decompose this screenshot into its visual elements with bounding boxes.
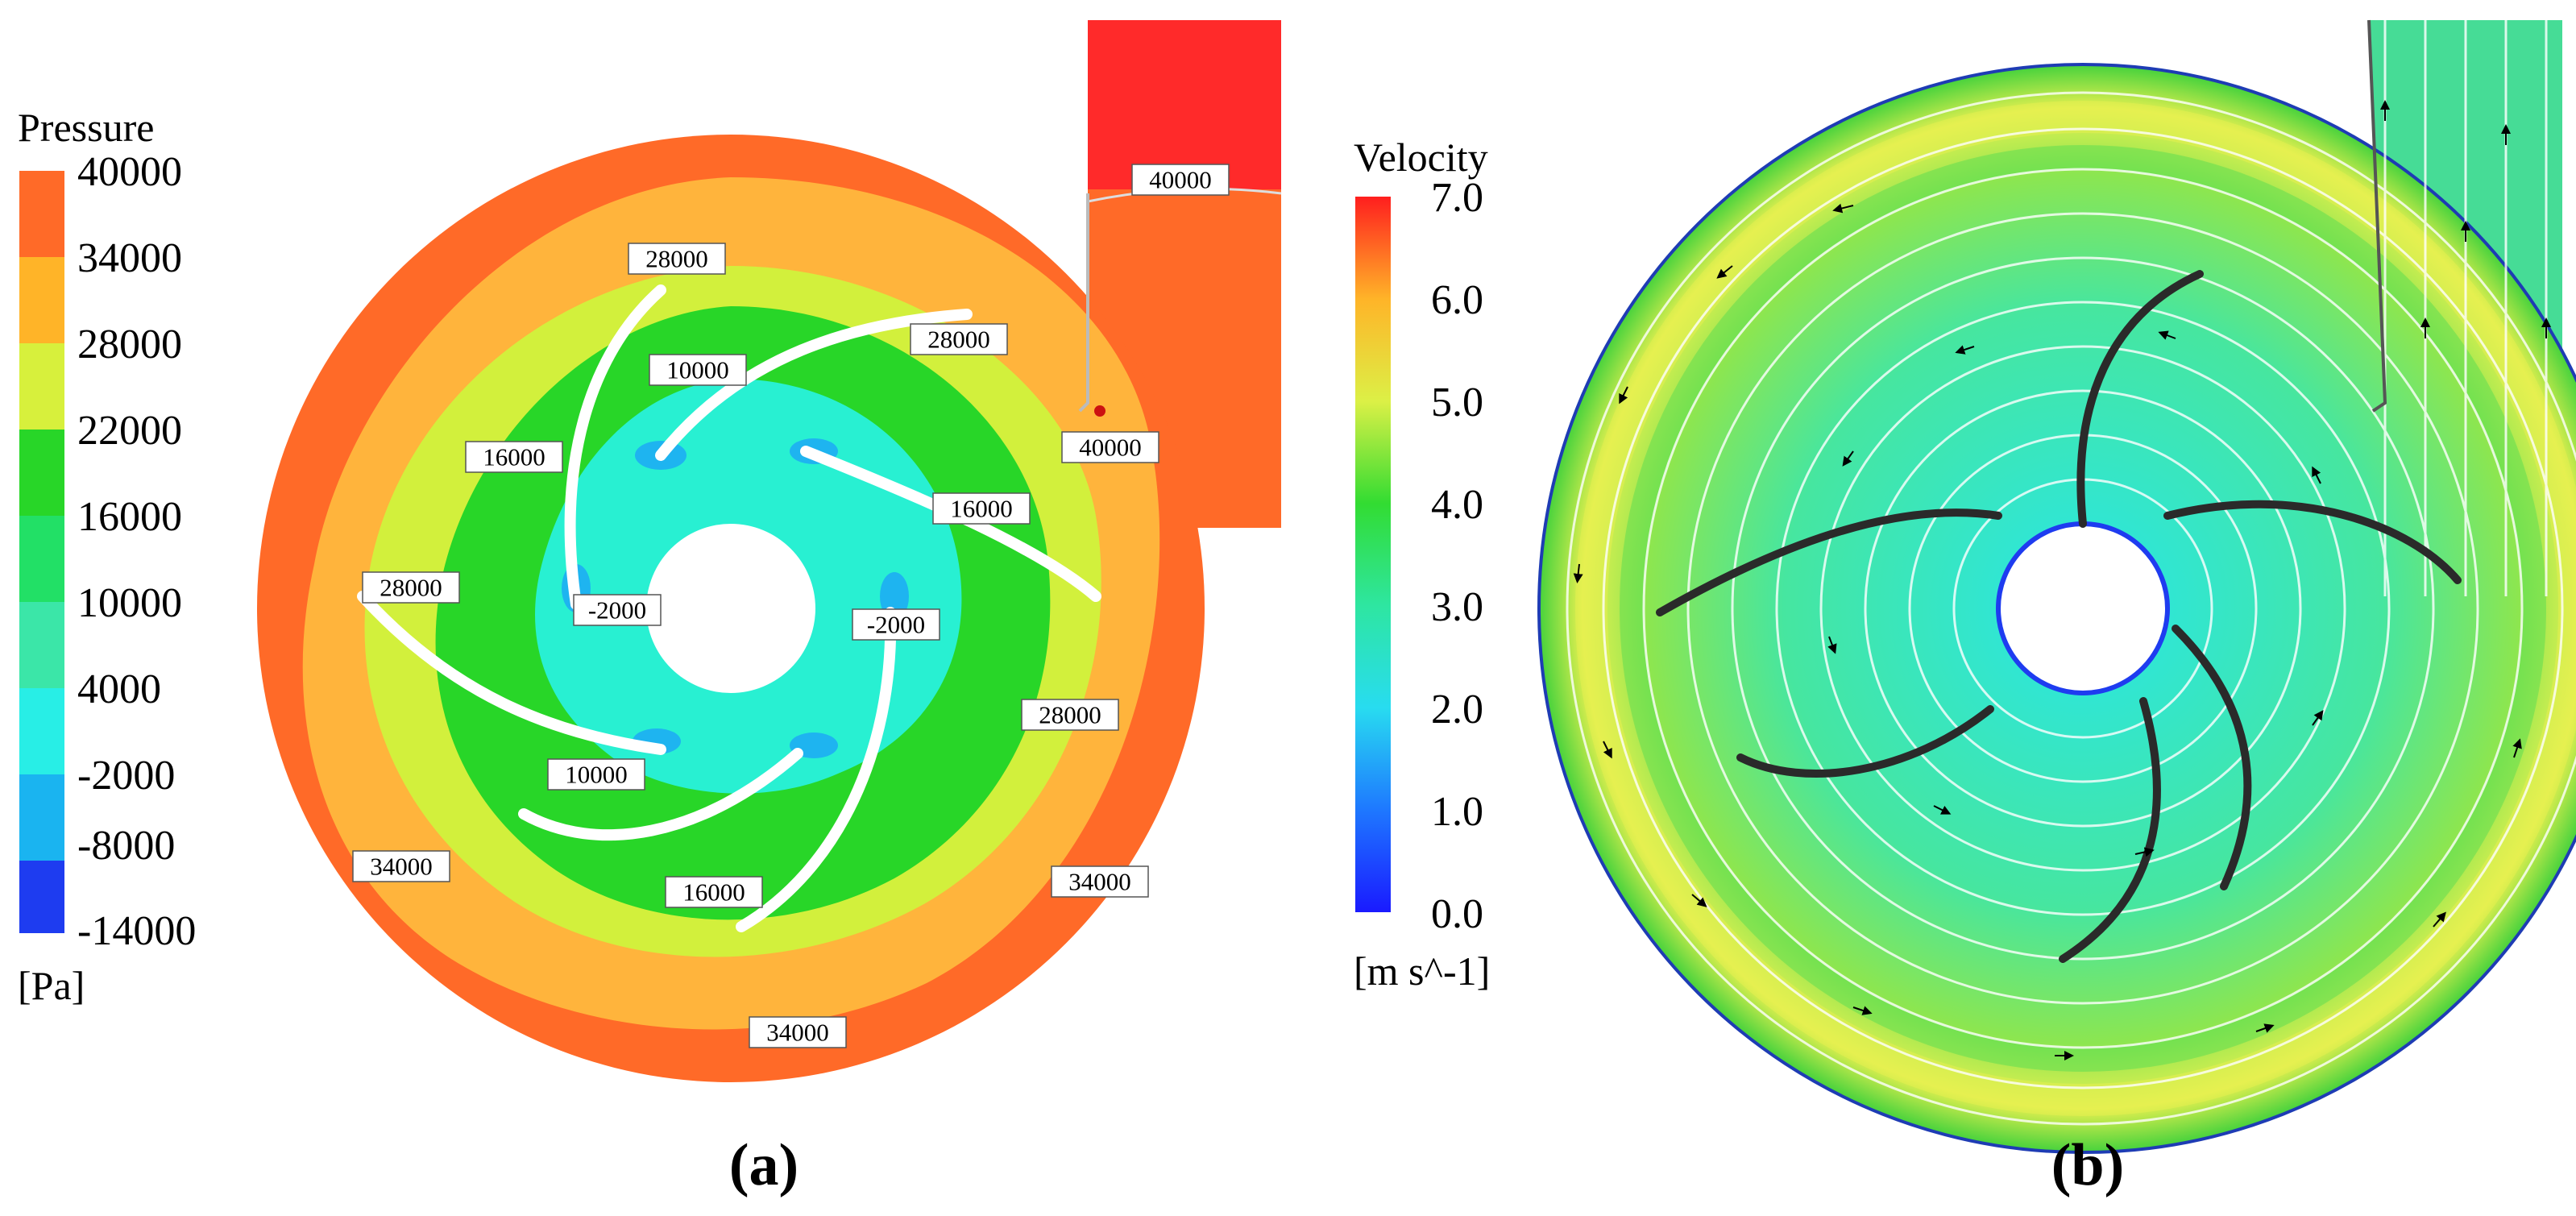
velocity-blade-4 — [1656, 508, 2002, 616]
contour-label-6: 16000 — [465, 441, 563, 473]
velocity-legend-unit: [m s^-1] — [1354, 948, 1490, 994]
svg-text:34000: 34000 — [370, 853, 433, 881]
contour-label-7: 16000 — [932, 492, 1031, 525]
contour-label-1: 40000 — [1131, 164, 1230, 196]
svg-text:10000: 10000 — [666, 356, 729, 384]
contour-label-3: 28000 — [910, 323, 1008, 355]
velocity-impeller-blades — [1656, 270, 2462, 963]
blade-6 — [655, 309, 973, 461]
pressure-tick-neg2000: -2000 — [77, 753, 175, 799]
velocity-colorbar — [1355, 197, 1391, 912]
contour-label-12: 10000 — [547, 758, 645, 791]
velocity-legend: Velocity 7.0 6.0 5.0 4.0 3.0 2.0 1.0 0.0… — [1354, 135, 1490, 994]
svg-text:-2000: -2000 — [867, 611, 925, 639]
pressure-tick-4000: 4000 — [77, 666, 161, 712]
svg-text:34000: 34000 — [1068, 868, 1131, 896]
impeller-hub — [646, 524, 815, 693]
velocity-streamline-plot — [1537, 19, 2576, 1154]
contour-label-5: 40000 — [1061, 431, 1159, 463]
svg-text:28000: 28000 — [645, 245, 708, 273]
velocity-tick-6: 6.0 — [1431, 277, 1483, 323]
velocity-blade-5 — [2076, 270, 2204, 528]
blade-2 — [736, 607, 897, 932]
blade-5 — [564, 284, 666, 610]
pressure-tick-16000: 16000 — [77, 494, 182, 540]
svg-text:40000: 40000 — [1149, 166, 1212, 194]
velocity-tick-1: 1.0 — [1431, 789, 1483, 835]
contour-label-10: -2000 — [852, 608, 940, 641]
velocity-tick-5: 5.0 — [1431, 380, 1483, 425]
pressure-contour-plot: 40000 28000 28000 10000 40000 16000 1600… — [257, 20, 1282, 1082]
svg-text:28000: 28000 — [927, 326, 990, 354]
velocity-blade-6 — [2172, 625, 2252, 890]
velocity-blade-3 — [1736, 705, 1994, 778]
svg-text:16000: 16000 — [950, 495, 1013, 523]
contour-label-9: -2000 — [573, 594, 662, 626]
pressure-tick-10000: 10000 — [77, 580, 182, 626]
pressure-colorbar — [19, 171, 64, 933]
contour-label-4: 10000 — [649, 354, 747, 386]
svg-text:10000: 10000 — [565, 761, 628, 789]
flow-direction-arrows — [1573, 100, 2551, 1060]
svg-text:28000: 28000 — [1039, 701, 1101, 729]
pressure-tick-neg14000: -14000 — [77, 908, 196, 954]
svg-text:16000: 16000 — [483, 443, 545, 471]
svg-text:34000: 34000 — [766, 1019, 829, 1047]
caption-b: (b) — [2051, 1132, 2124, 1198]
svg-text:28000: 28000 — [380, 574, 442, 602]
contour-label-8: 28000 — [362, 571, 460, 604]
svg-text:40000: 40000 — [1079, 434, 1142, 462]
velocity-legend-title: Velocity — [1354, 135, 1488, 180]
pressure-tick-40000: 40000 — [77, 149, 182, 195]
caption-a: (a) — [729, 1132, 799, 1198]
velocity-tick-3: 3.0 — [1431, 584, 1483, 630]
svg-text:-2000: -2000 — [588, 596, 646, 625]
contour-label-14: 34000 — [1051, 865, 1149, 898]
contour-label-15: 16000 — [665, 876, 763, 908]
contour-label-13: 34000 — [352, 850, 450, 882]
velocity-tick-7: 7.0 — [1431, 175, 1483, 221]
pressure-tick-28000: 28000 — [77, 322, 182, 367]
blade-4 — [357, 591, 666, 755]
velocity-tick-2: 2.0 — [1431, 687, 1483, 733]
velocity-tick-0: 0.0 — [1431, 891, 1483, 937]
pressure-legend: Pressure 40000 34000 28000 22000 16000 1… — [18, 105, 196, 1008]
pressure-legend-title: Pressure — [18, 105, 154, 150]
pressure-tick-34000: 34000 — [77, 235, 182, 281]
velocity-hub — [1996, 521, 2170, 695]
contour-label-16: 34000 — [749, 1016, 847, 1048]
pressure-tick-neg8000: -8000 — [77, 823, 175, 869]
velocity-tick-4: 4.0 — [1431, 482, 1483, 528]
contour-label-11: 28000 — [1021, 699, 1119, 731]
pressure-tick-22000: 22000 — [77, 408, 182, 454]
svg-text:16000: 16000 — [682, 878, 745, 907]
blade-3 — [518, 748, 803, 841]
pressure-legend-unit: [Pa] — [18, 963, 85, 1008]
velocity-blade-1 — [2163, 500, 2462, 584]
contour-label-2: 28000 — [628, 243, 726, 275]
